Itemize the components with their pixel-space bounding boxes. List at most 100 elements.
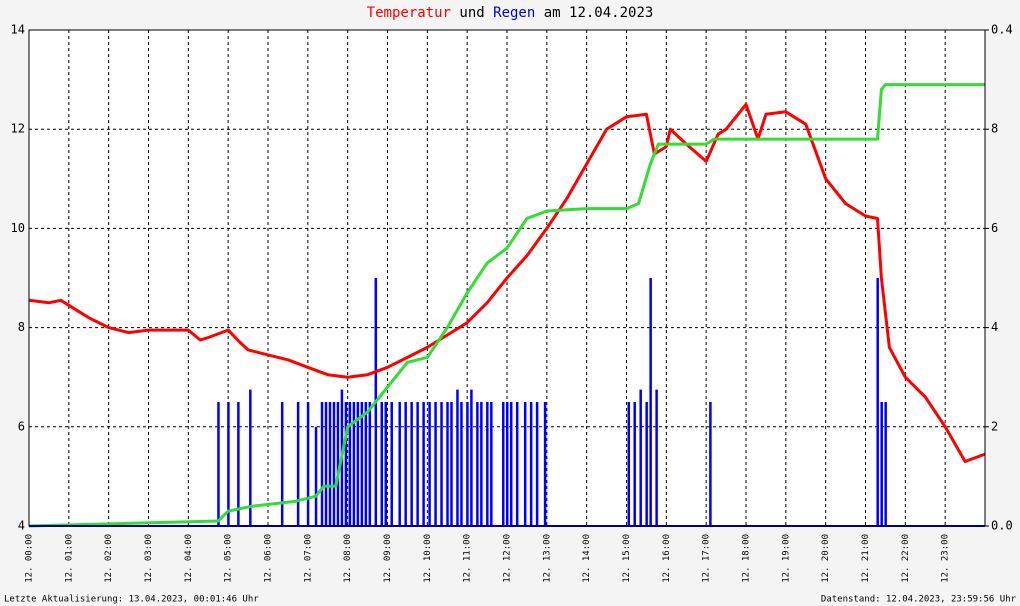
x-tick-label: 12. 01:00	[64, 534, 74, 583]
rain-bar	[509, 402, 513, 526]
y2-tick-label: 4	[991, 320, 998, 334]
title-part: Temperatur	[367, 5, 451, 21]
rain-bar	[416, 402, 419, 526]
rain-bar	[535, 402, 539, 526]
rain-bar	[314, 426, 318, 526]
y-tick-label: 6	[18, 419, 25, 433]
rain-bar	[515, 402, 519, 526]
rain-bar	[410, 402, 413, 526]
rain-bar	[523, 402, 527, 526]
x-tick-label: 12. 22:00	[901, 534, 911, 583]
rain-bar	[529, 402, 533, 526]
rain-bar	[460, 402, 463, 526]
rain-bar	[237, 402, 240, 526]
rain-bar	[320, 402, 324, 526]
series-line	[28, 83, 985, 528]
rain-bar	[227, 402, 230, 526]
rain-bar	[336, 402, 340, 526]
rain-bar	[480, 402, 483, 526]
rain-bar	[470, 389, 473, 526]
rain-bar	[876, 278, 879, 526]
y2-tick-label: 0.0	[991, 519, 1013, 533]
rain-bar	[217, 402, 220, 526]
rain-bar	[884, 402, 887, 526]
rain-bar	[328, 402, 332, 526]
footer-right: Datenstand: 12.04.2023, 23:59:56 Uhr	[821, 595, 1017, 605]
y-tick-label: 12	[11, 122, 25, 136]
rain-bar	[434, 402, 437, 526]
rain-bar	[296, 402, 300, 526]
rain-bar	[450, 402, 453, 526]
chart-title: Temperatur und Regen am 12.04.2023	[367, 5, 654, 21]
rain-bar	[502, 402, 505, 526]
y2-tick-label: 2	[991, 419, 998, 433]
rain-bar	[655, 389, 658, 526]
rain-bar	[466, 402, 469, 526]
x-tick-label: 12. 09:00	[383, 534, 393, 583]
x-tick-label: 12. 07:00	[303, 534, 313, 583]
y2-tick-label: 0.4	[991, 23, 1013, 37]
x-tick-label: 12. 06:00	[264, 534, 274, 583]
rain-bar	[633, 402, 636, 526]
rain-bar	[324, 402, 328, 526]
x-tick-label: 12. 08:00	[343, 534, 353, 583]
rain-bar	[446, 402, 449, 526]
rain-bar	[356, 402, 360, 526]
title-part: am 12.04.2023	[544, 5, 654, 21]
x-tick-label: 12. 18:00	[742, 534, 752, 583]
title-part: und	[459, 5, 484, 21]
x-tick-label: 12. 14:00	[582, 534, 592, 583]
x-tick-label: 12. 12:00	[503, 534, 513, 583]
rain-bar	[440, 402, 443, 526]
x-tick-label: 12. 16:00	[662, 534, 672, 583]
y-tick-label: 4	[18, 519, 25, 533]
x-tick-label: 12. 02:00	[104, 534, 114, 583]
rain-bar	[344, 402, 348, 526]
rain-bar	[249, 389, 252, 526]
rain-bar	[645, 402, 648, 526]
x-tick-label: 12. 10:00	[423, 534, 433, 583]
y-tick-label: 8	[18, 320, 25, 334]
x-tick-label: 12. 19:00	[781, 534, 791, 583]
rain-bar	[398, 402, 401, 526]
rain-bar	[368, 402, 372, 526]
rain-bar	[352, 402, 356, 526]
series-line	[28, 102, 986, 463]
x-tick-label: 12. 23:00	[941, 534, 951, 583]
rain-bar	[649, 278, 652, 526]
y-tick-label: 10	[11, 221, 25, 235]
y-tick-label: 14	[11, 23, 25, 37]
x-tick-label: 12. 13:00	[542, 534, 552, 583]
rain-bar	[348, 402, 352, 526]
rain-bar	[364, 402, 368, 526]
rain-bar	[332, 402, 336, 526]
rain-bar	[390, 402, 393, 526]
rain-bar	[280, 402, 284, 526]
rain-bar	[506, 402, 509, 526]
rain-bar	[306, 402, 310, 526]
rain-bar	[380, 402, 384, 526]
x-tick-label: 12. 17:00	[702, 534, 712, 583]
x-tick-label: 12. 00:00	[25, 534, 35, 583]
rain-bar	[639, 389, 642, 526]
x-tick-label: 12. 03:00	[144, 534, 154, 583]
rain-bar	[428, 402, 431, 526]
rain-bar	[422, 402, 425, 526]
rain-bar	[880, 402, 883, 526]
x-tick-label: 12. 21:00	[861, 534, 871, 583]
x-tick-label: 12. 11:00	[463, 534, 473, 583]
plot-frame	[28, 29, 986, 527]
x-tick-label: 12. 05:00	[224, 534, 234, 583]
rain-bar	[486, 402, 489, 526]
rain-bar	[627, 402, 630, 526]
footer-left: Letzte Aktualisierung: 13.04.2023, 00:01…	[4, 595, 259, 605]
y2-tick-label: 6	[991, 221, 998, 235]
x-tick-label: 12. 20:00	[821, 534, 831, 583]
y2-tick-label: 8	[991, 122, 998, 136]
rain-bar	[360, 402, 364, 526]
rain-bar	[490, 402, 493, 526]
rain-bar	[384, 402, 388, 526]
rain-bar	[543, 402, 547, 526]
rain-bar	[456, 389, 459, 526]
